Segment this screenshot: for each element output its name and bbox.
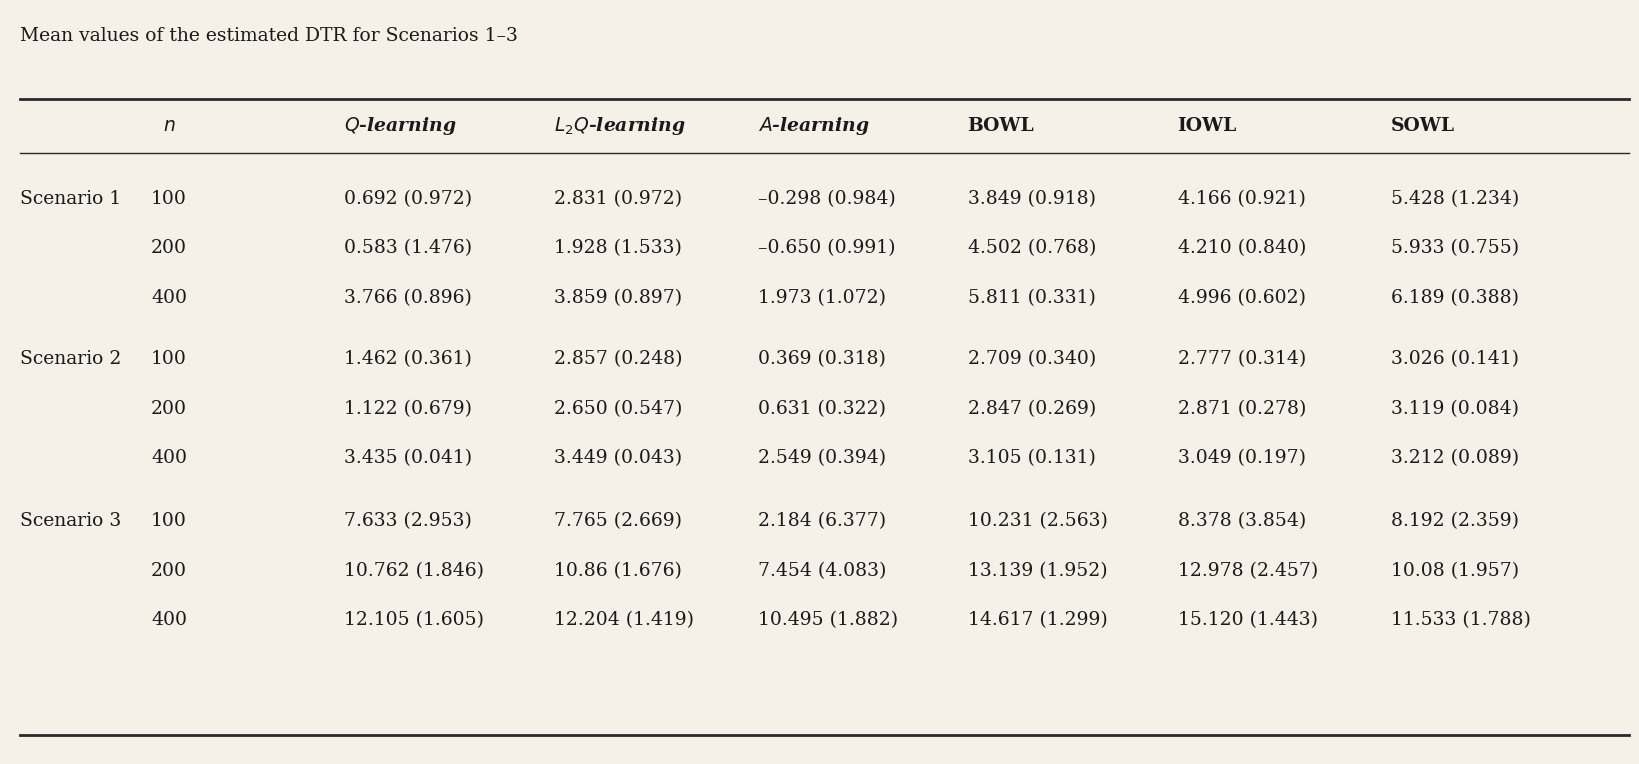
Text: 7.633 (2.953): 7.633 (2.953): [344, 512, 472, 530]
Text: 0.692 (0.972): 0.692 (0.972): [344, 189, 472, 208]
Text: 13.139 (1.952): 13.139 (1.952): [967, 562, 1106, 580]
Text: 7.765 (2.669): 7.765 (2.669): [554, 512, 682, 530]
Text: 2.831 (0.972): 2.831 (0.972): [554, 189, 682, 208]
Text: 12.978 (2.457): 12.978 (2.457): [1177, 562, 1318, 580]
Text: 200: 200: [151, 400, 187, 418]
Text: 400: 400: [151, 611, 187, 630]
Text: 4.210 (0.840): 4.210 (0.840): [1177, 239, 1305, 257]
Text: 200: 200: [151, 239, 187, 257]
Text: 5.933 (0.755): 5.933 (0.755): [1390, 239, 1518, 257]
Text: 100: 100: [151, 350, 187, 368]
Text: Scenario 1: Scenario 1: [20, 189, 121, 208]
Text: 10.86 (1.676): 10.86 (1.676): [554, 562, 682, 580]
Text: 2.709 (0.340): 2.709 (0.340): [967, 350, 1095, 368]
Text: 3.449 (0.043): 3.449 (0.043): [554, 449, 682, 468]
Text: 400: 400: [151, 289, 187, 307]
Text: 1.973 (1.072): 1.973 (1.072): [757, 289, 885, 307]
Text: 100: 100: [151, 189, 187, 208]
Text: 3.435 (0.041): 3.435 (0.041): [344, 449, 472, 468]
Text: $L_2Q$-learning: $L_2Q$-learning: [554, 115, 685, 137]
Text: 2.777 (0.314): 2.777 (0.314): [1177, 350, 1305, 368]
Text: Scenario 2: Scenario 2: [20, 350, 121, 368]
Text: $A$-learning: $A$-learning: [757, 115, 869, 137]
Text: $n$: $n$: [162, 117, 175, 135]
Text: 3.105 (0.131): 3.105 (0.131): [967, 449, 1095, 468]
Text: 1.122 (0.679): 1.122 (0.679): [344, 400, 472, 418]
Text: 15.120 (1.443): 15.120 (1.443): [1177, 611, 1316, 630]
Text: 10.495 (1.882): 10.495 (1.882): [757, 611, 897, 630]
Text: 0.369 (0.318): 0.369 (0.318): [757, 350, 885, 368]
Text: SOWL: SOWL: [1390, 117, 1454, 135]
Text: 4.166 (0.921): 4.166 (0.921): [1177, 189, 1305, 208]
Text: 12.204 (1.419): 12.204 (1.419): [554, 611, 693, 630]
Text: 2.871 (0.278): 2.871 (0.278): [1177, 400, 1305, 418]
Text: –0.650 (0.991): –0.650 (0.991): [757, 239, 895, 257]
Text: 11.533 (1.788): 11.533 (1.788): [1390, 611, 1529, 630]
Text: 100: 100: [151, 512, 187, 530]
Text: 8.192 (2.359): 8.192 (2.359): [1390, 512, 1518, 530]
Text: 12.105 (1.605): 12.105 (1.605): [344, 611, 484, 630]
Text: Scenario 3: Scenario 3: [20, 512, 121, 530]
Text: 3.049 (0.197): 3.049 (0.197): [1177, 449, 1305, 468]
Text: $Q$-learning: $Q$-learning: [344, 115, 457, 137]
Text: 2.847 (0.269): 2.847 (0.269): [967, 400, 1095, 418]
Text: 3.859 (0.897): 3.859 (0.897): [554, 289, 682, 307]
Text: 400: 400: [151, 449, 187, 468]
Text: 3.849 (0.918): 3.849 (0.918): [967, 189, 1095, 208]
Text: Mean values of the estimated DTR for Scenarios 1–3: Mean values of the estimated DTR for Sce…: [20, 27, 518, 45]
Text: BOWL: BOWL: [967, 117, 1034, 135]
Text: 14.617 (1.299): 14.617 (1.299): [967, 611, 1106, 630]
Text: 3.766 (0.896): 3.766 (0.896): [344, 289, 472, 307]
Text: 1.462 (0.361): 1.462 (0.361): [344, 350, 472, 368]
Text: 10.231 (2.563): 10.231 (2.563): [967, 512, 1106, 530]
Text: 10.08 (1.957): 10.08 (1.957): [1390, 562, 1518, 580]
Text: 2.184 (6.377): 2.184 (6.377): [757, 512, 885, 530]
Text: 10.762 (1.846): 10.762 (1.846): [344, 562, 484, 580]
Text: 2.857 (0.248): 2.857 (0.248): [554, 350, 682, 368]
Text: 2.650 (0.547): 2.650 (0.547): [554, 400, 682, 418]
Text: 5.428 (1.234): 5.428 (1.234): [1390, 189, 1518, 208]
Text: 3.026 (0.141): 3.026 (0.141): [1390, 350, 1518, 368]
Text: 3.119 (0.084): 3.119 (0.084): [1390, 400, 1518, 418]
Text: 4.996 (0.602): 4.996 (0.602): [1177, 289, 1305, 307]
Text: 7.454 (4.083): 7.454 (4.083): [757, 562, 885, 580]
Text: 2.549 (0.394): 2.549 (0.394): [757, 449, 885, 468]
Text: 0.583 (1.476): 0.583 (1.476): [344, 239, 472, 257]
Text: 3.212 (0.089): 3.212 (0.089): [1390, 449, 1518, 468]
Text: 1.928 (1.533): 1.928 (1.533): [554, 239, 682, 257]
Text: 0.631 (0.322): 0.631 (0.322): [757, 400, 885, 418]
Text: 200: 200: [151, 562, 187, 580]
Text: –0.298 (0.984): –0.298 (0.984): [757, 189, 895, 208]
Text: 4.502 (0.768): 4.502 (0.768): [967, 239, 1095, 257]
Text: 5.811 (0.331): 5.811 (0.331): [967, 289, 1095, 307]
Text: 8.378 (3.854): 8.378 (3.854): [1177, 512, 1305, 530]
Text: IOWL: IOWL: [1177, 117, 1236, 135]
Text: 6.189 (0.388): 6.189 (0.388): [1390, 289, 1518, 307]
